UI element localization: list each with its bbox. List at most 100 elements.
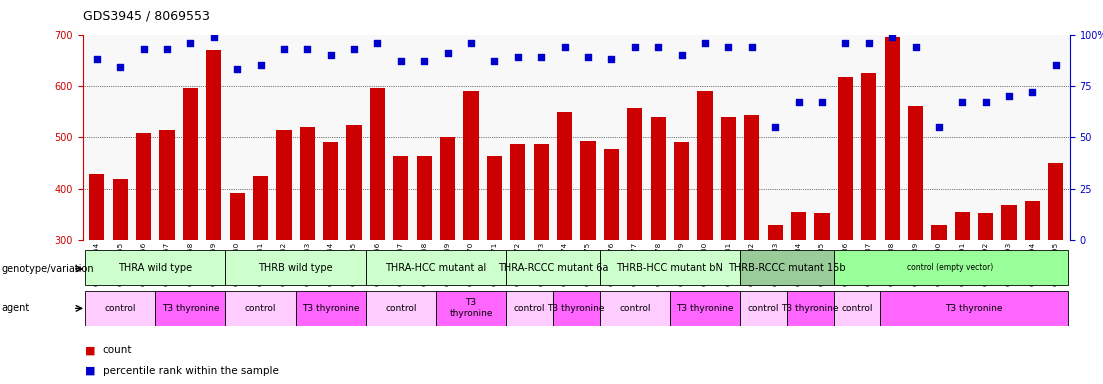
Point: [602, 56, 620, 62]
Text: agent: agent: [1, 303, 30, 313]
Point: [88, 56, 106, 62]
FancyBboxPatch shape: [85, 250, 225, 285]
Text: THRA wild type: THRA wild type: [118, 263, 192, 273]
FancyBboxPatch shape: [600, 250, 740, 285]
Bar: [183, 88, 197, 384]
Text: T3 thyronine: T3 thyronine: [676, 304, 733, 313]
Text: THRA-HCC mutant al: THRA-HCC mutant al: [385, 263, 486, 273]
Point: [1047, 62, 1064, 68]
Point: [508, 54, 526, 60]
Text: count: count: [103, 345, 132, 355]
Bar: [931, 225, 946, 384]
FancyBboxPatch shape: [506, 250, 600, 285]
Text: control: control: [842, 304, 872, 313]
Point: [884, 33, 901, 40]
Text: control: control: [514, 304, 545, 313]
Text: THRB wild type: THRB wild type: [258, 263, 333, 273]
Bar: [603, 149, 619, 384]
Point: [416, 58, 433, 65]
Bar: [486, 156, 502, 384]
Point: [907, 44, 924, 50]
Text: T3 thyronine: T3 thyronine: [161, 304, 219, 313]
Bar: [277, 129, 291, 384]
FancyBboxPatch shape: [553, 291, 600, 326]
Text: THRB-HCC mutant bN: THRB-HCC mutant bN: [617, 263, 724, 273]
FancyBboxPatch shape: [296, 291, 366, 326]
Text: percentile rank within the sample: percentile rank within the sample: [103, 366, 278, 376]
Point: [953, 99, 971, 106]
Bar: [814, 213, 829, 384]
Bar: [768, 225, 783, 384]
FancyBboxPatch shape: [225, 250, 366, 285]
Bar: [136, 133, 151, 384]
Bar: [323, 142, 339, 384]
FancyBboxPatch shape: [600, 291, 670, 326]
Point: [1024, 89, 1041, 95]
Bar: [300, 127, 314, 384]
Text: control: control: [748, 304, 779, 313]
Text: T3 thyronine: T3 thyronine: [547, 304, 606, 313]
Point: [345, 46, 363, 52]
FancyBboxPatch shape: [506, 291, 553, 326]
Point: [790, 99, 807, 106]
Bar: [885, 37, 900, 384]
Text: genotype/variation: genotype/variation: [1, 264, 94, 274]
Point: [322, 52, 340, 58]
Point: [485, 58, 503, 65]
Text: ■: ■: [85, 366, 96, 376]
Bar: [955, 212, 970, 384]
FancyBboxPatch shape: [786, 291, 834, 326]
Text: control (empty vector): control (empty vector): [908, 263, 994, 272]
Text: THRB-RCCC mutant 15b: THRB-RCCC mutant 15b: [728, 263, 846, 273]
Point: [1000, 93, 1018, 99]
Text: T3 thyronine: T3 thyronine: [782, 304, 839, 313]
Point: [158, 46, 175, 52]
Text: THRA-RCCC mutant 6a: THRA-RCCC mutant 6a: [497, 263, 608, 273]
Bar: [791, 212, 806, 384]
Point: [228, 66, 246, 73]
FancyBboxPatch shape: [740, 291, 786, 326]
Point: [251, 62, 269, 68]
Bar: [346, 125, 362, 384]
Point: [836, 40, 854, 46]
Point: [275, 46, 292, 52]
Bar: [674, 142, 689, 384]
Bar: [159, 129, 174, 384]
Text: T3 thyronine: T3 thyronine: [945, 304, 1003, 313]
Point: [299, 46, 317, 52]
FancyBboxPatch shape: [834, 291, 880, 326]
Text: T3
thyronine: T3 thyronine: [449, 298, 493, 318]
Text: control: control: [105, 304, 136, 313]
Point: [182, 40, 200, 46]
Text: control: control: [619, 304, 651, 313]
Point: [462, 40, 480, 46]
Bar: [908, 106, 923, 384]
FancyBboxPatch shape: [366, 250, 506, 285]
Point: [111, 65, 129, 71]
Point: [135, 46, 152, 52]
FancyBboxPatch shape: [156, 291, 225, 326]
Point: [743, 44, 761, 50]
Bar: [1002, 205, 1017, 384]
Point: [813, 99, 831, 106]
Point: [439, 50, 457, 56]
Text: T3 thyronine: T3 thyronine: [302, 304, 360, 313]
Bar: [1025, 202, 1040, 384]
Bar: [440, 137, 456, 384]
FancyBboxPatch shape: [880, 291, 1068, 326]
Bar: [511, 144, 525, 384]
Bar: [113, 179, 128, 384]
Bar: [463, 91, 479, 384]
FancyBboxPatch shape: [740, 250, 834, 285]
FancyBboxPatch shape: [834, 250, 1068, 285]
Point: [673, 52, 690, 58]
Point: [392, 58, 409, 65]
Bar: [580, 141, 596, 384]
Point: [977, 99, 995, 106]
Bar: [978, 213, 994, 384]
Bar: [253, 176, 268, 384]
Text: ■: ■: [85, 345, 96, 355]
Bar: [861, 73, 876, 384]
Point: [696, 40, 714, 46]
Point: [533, 54, 550, 60]
